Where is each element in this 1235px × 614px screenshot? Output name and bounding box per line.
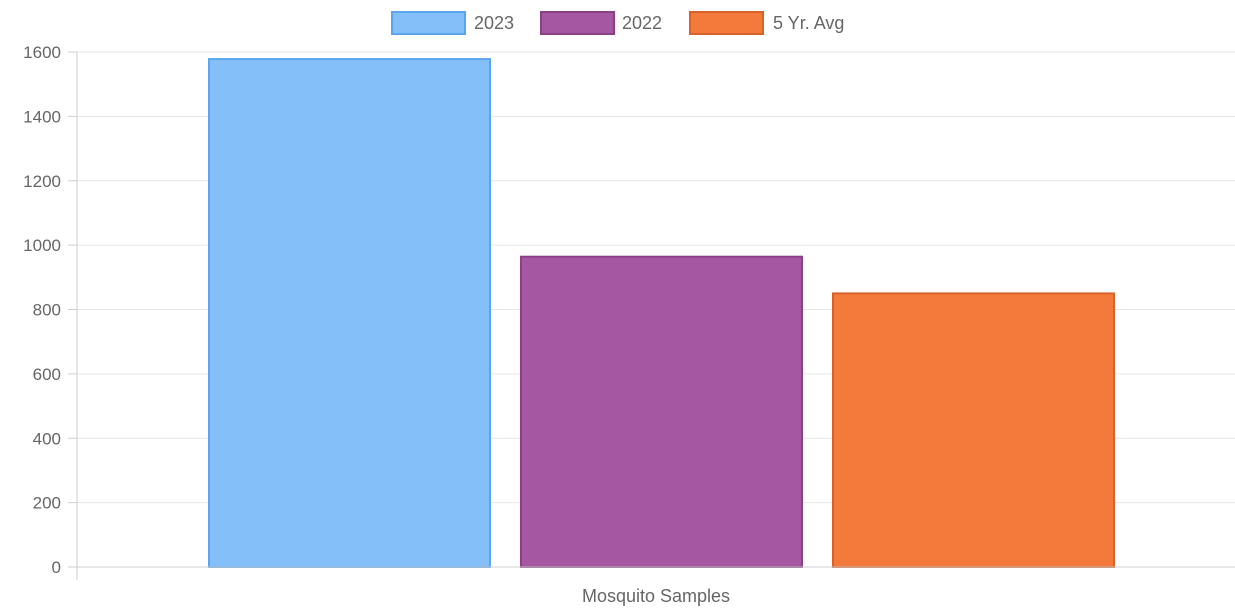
- bar-5-yr-avg[interactable]: [832, 292, 1115, 568]
- legend-swatch: [689, 11, 764, 35]
- legend-swatch: [540, 11, 615, 35]
- x-tick-label: Mosquito Samples: [582, 586, 730, 606]
- legend: 2023 2022 5 Yr. Avg: [391, 11, 844, 35]
- y-tick-label: 600: [33, 365, 61, 384]
- y-tick-label: 1600: [23, 43, 61, 62]
- y-tick-label: 200: [33, 494, 61, 513]
- bars: [208, 58, 1115, 569]
- bar-2023[interactable]: [208, 58, 491, 569]
- legend-label: 5 Yr. Avg: [773, 13, 844, 33]
- y-tick-label: 800: [33, 301, 61, 320]
- y-tick-label: 1400: [23, 107, 61, 126]
- legend-swatch: [391, 11, 466, 35]
- y-tick-label: 1000: [23, 236, 61, 255]
- legend-item-5-yr-avg[interactable]: 5 Yr. Avg: [689, 11, 844, 35]
- y-axis-ticks: 0 200 400 600 800 1000 1200 1400 1600: [23, 43, 77, 577]
- y-tick-label: 0: [52, 558, 61, 577]
- bar-2022[interactable]: [520, 255, 803, 568]
- y-tick-label: 400: [33, 429, 61, 448]
- legend-item-2023[interactable]: 2023: [391, 11, 514, 35]
- legend-item-2022[interactable]: 2022: [540, 11, 662, 35]
- x-axis-ticks: Mosquito Samples: [582, 586, 730, 606]
- legend-label: 2023: [474, 13, 514, 33]
- y-tick-label: 1200: [23, 172, 61, 191]
- axes: [68, 52, 1235, 580]
- legend-label: 2022: [622, 13, 662, 33]
